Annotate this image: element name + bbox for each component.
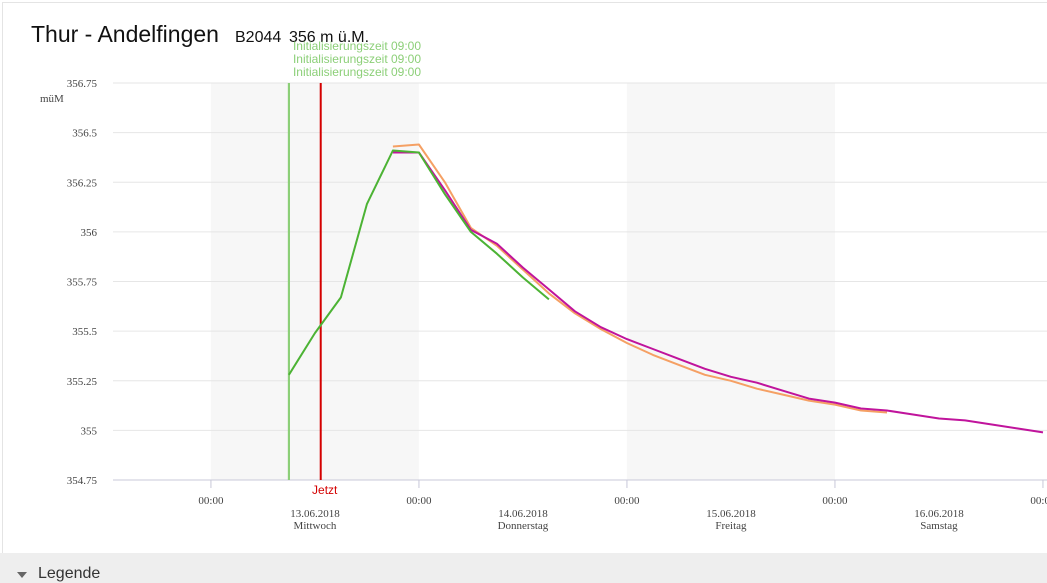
- marker-label: Initialisierungszeit 09:00: [293, 39, 421, 53]
- marker-label: Initialisierungszeit 09:00: [293, 52, 421, 66]
- y-tick-label: 355: [81, 425, 98, 437]
- day-weekday: Mittwoch: [294, 520, 337, 532]
- x-tick-label: 00:00: [1030, 495, 1047, 507]
- x-tick-label: 00:00: [406, 495, 432, 507]
- series-line: [288, 149, 550, 376]
- y-tick-label: 354.75: [67, 475, 98, 487]
- y-tick-label: 356.25: [67, 177, 98, 189]
- y-tick-label: 356.75: [67, 78, 98, 90]
- marker-label: Initialisierungszeit 09:00: [293, 65, 421, 79]
- legend-label: Legende: [38, 565, 101, 582]
- series-line: [392, 143, 888, 414]
- y-tick-label: 356: [81, 227, 98, 239]
- day-weekday: Freitag: [715, 520, 747, 532]
- day-weekday: Samstag: [920, 520, 958, 532]
- chart: Thur - Andelfingen B2044 356 m ü.M. müM …: [31, 21, 1047, 532]
- y-tick-label: 355.5: [72, 326, 97, 338]
- day-date: 14.06.2018: [498, 508, 548, 520]
- y-tick-label: 356.5: [72, 128, 97, 140]
- station-code: B2044: [235, 29, 281, 46]
- x-tick-label: 00:00: [614, 495, 640, 507]
- series-line: [392, 151, 1044, 434]
- station-elevation: 356 m ü.M.: [289, 29, 369, 46]
- y-unit: müM: [40, 93, 64, 105]
- day-date: 16.06.2018: [914, 508, 964, 520]
- day-date: 13.06.2018: [290, 508, 340, 520]
- y-tick-label: 355.25: [67, 376, 98, 388]
- legend-toggle[interactable]: Legende: [0, 553, 1047, 583]
- y-tick-label: 355.75: [67, 277, 98, 289]
- day-date: 15.06.2018: [706, 508, 756, 520]
- station-title: Thur - Andelfingen: [31, 21, 219, 47]
- day-weekday: Donnerstag: [498, 520, 549, 532]
- x-tick-label: 00:00: [198, 495, 224, 507]
- x-tick-label: 00:00: [822, 495, 848, 507]
- marker-label: Jetzt: [312, 483, 338, 497]
